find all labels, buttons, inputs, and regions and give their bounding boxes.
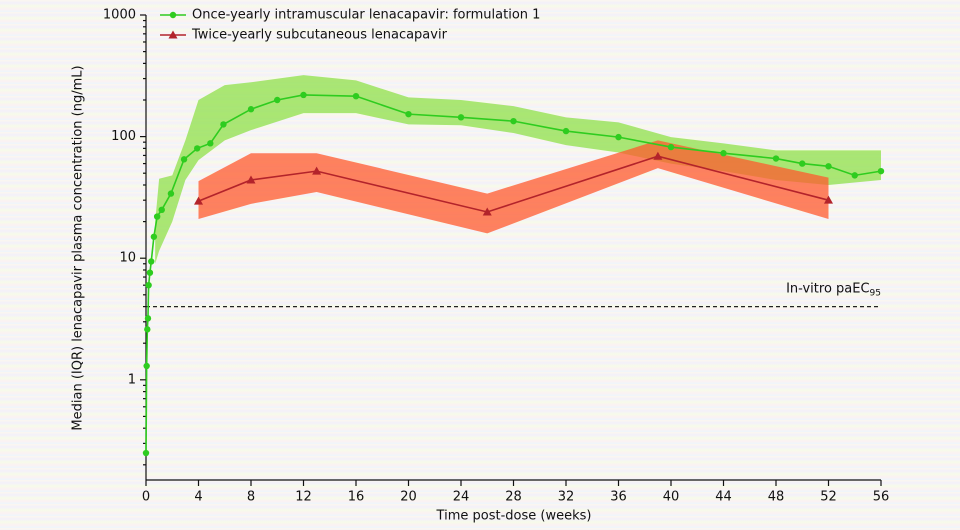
marker xyxy=(825,163,832,170)
marker xyxy=(615,133,622,141)
y-axis-label: Median (IQR) lenacapavir plasma concentr… xyxy=(71,65,86,430)
marker xyxy=(143,362,150,370)
marker xyxy=(153,213,161,220)
y-tick-label: 1000 xyxy=(103,8,136,23)
y-tick-label: 1 xyxy=(128,372,136,387)
marker xyxy=(148,258,155,265)
marker xyxy=(246,175,256,184)
series-line xyxy=(145,94,882,454)
marker xyxy=(167,190,175,197)
marker xyxy=(300,91,307,99)
marker xyxy=(150,233,158,240)
x-tick-label: 48 xyxy=(768,490,785,505)
reference-label-main: In-vitro paEC xyxy=(786,281,869,296)
marker xyxy=(510,117,517,125)
reference-label: In-vitro paEC95 xyxy=(786,281,881,298)
marker xyxy=(352,92,360,100)
marker xyxy=(247,106,255,113)
reference-label-subscript: 95 xyxy=(870,288,881,298)
x-tick-label: 44 xyxy=(715,490,732,505)
x-tick-label: 12 xyxy=(295,490,312,505)
marker xyxy=(720,150,727,157)
marker xyxy=(772,155,780,162)
y-tick-label: 10 xyxy=(119,251,136,266)
marker xyxy=(653,151,663,160)
marker xyxy=(312,166,322,175)
marker xyxy=(142,449,150,457)
marker xyxy=(877,167,885,175)
x-tick-label: 28 xyxy=(505,490,522,505)
marker xyxy=(405,110,412,118)
series-line xyxy=(198,155,829,213)
x-tick-label: 32 xyxy=(558,490,575,505)
x-tick-label: 56 xyxy=(873,490,890,505)
x-tick-label: 36 xyxy=(610,490,627,505)
marker xyxy=(144,326,151,333)
marker xyxy=(144,315,152,322)
x-tick-label: 4 xyxy=(194,490,202,505)
marker xyxy=(799,160,806,167)
marker xyxy=(851,172,858,179)
legend-label: Twice-yearly subcutaneous lenacapavir xyxy=(191,28,448,43)
marker xyxy=(207,140,214,147)
marker xyxy=(274,96,281,104)
x-tick-label: 52 xyxy=(820,490,837,505)
marker xyxy=(667,143,675,151)
marker xyxy=(457,114,465,121)
x-axis-label: Time post-dose (weeks) xyxy=(436,509,592,524)
marker xyxy=(193,145,201,152)
y-tick-label: 100 xyxy=(111,129,136,144)
x-tick-label: 20 xyxy=(400,490,417,505)
marker xyxy=(158,206,165,214)
marker xyxy=(146,269,154,276)
marker xyxy=(220,121,227,128)
x-tick-label: 16 xyxy=(348,490,365,505)
x-tick-label: 0 xyxy=(142,490,150,505)
marker xyxy=(194,196,203,205)
legend-marker xyxy=(168,30,178,39)
x-tick-label: 8 xyxy=(247,490,255,505)
legend-label: Once-yearly intramuscular lenacapavir: f… xyxy=(192,8,540,23)
marker xyxy=(562,127,570,135)
legend-marker xyxy=(169,11,177,19)
marker xyxy=(145,281,152,289)
marker xyxy=(824,195,833,204)
marker xyxy=(482,207,492,216)
marker xyxy=(180,156,188,163)
x-tick-label: 24 xyxy=(453,490,470,505)
iqr-band xyxy=(198,140,829,234)
x-tick-label: 40 xyxy=(663,490,680,505)
